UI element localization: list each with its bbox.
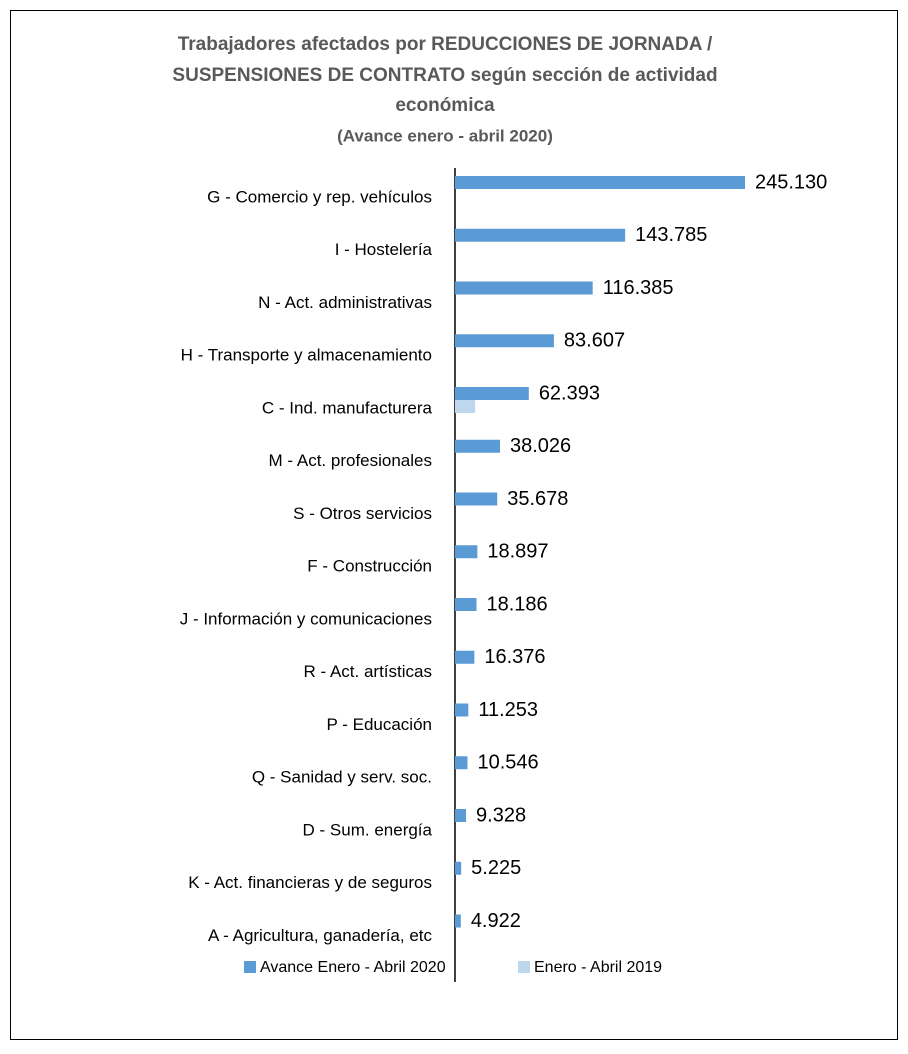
bar (455, 228, 626, 242)
data-label: 10.546 (477, 752, 538, 774)
bar (455, 703, 469, 717)
y-tick-label: K - Act. financieras y de seguros (188, 873, 432, 892)
data-label: 35.678 (507, 488, 568, 510)
y-tick-label: P - Educación (326, 715, 432, 734)
y-tick-label: S - Otros servicios (293, 504, 432, 523)
bar (455, 176, 745, 189)
y-tick-label: C - Ind. manufacturera (262, 398, 433, 417)
data-label: 18.897 (487, 541, 548, 563)
y-tick-label: Q - Sanidad y serv. soc. (252, 768, 432, 787)
legend-label: Avance Enero - Abril 2020 (260, 959, 446, 976)
y-tick-label: R - Act. artísticas (304, 662, 432, 681)
y-tick-label: A - Agricultura, ganadería, etc (208, 926, 432, 945)
y-tick-label: H - Transporte y almacenamiento (181, 346, 432, 365)
data-label: 16.376 (484, 646, 545, 668)
bar (455, 598, 477, 611)
data-label: 143.785 (635, 224, 707, 246)
legend-label: Enero - Abril 2019 (534, 959, 662, 976)
bar (455, 387, 529, 400)
bar (455, 756, 468, 770)
bar (455, 914, 461, 928)
bar (455, 400, 476, 413)
y-tick-label: M - Act. profesionales (269, 451, 432, 470)
y-tick-label: J - Información y comunicaciones (180, 609, 432, 628)
data-label: 5.225 (471, 857, 521, 879)
bar (455, 281, 593, 295)
bar (455, 650, 475, 664)
chart-subtitle: (Avance enero - abril 2020) (337, 126, 553, 145)
data-label: 83.607 (564, 330, 625, 352)
data-label: 116.385 (603, 277, 674, 299)
y-tick-label: G - Comercio y rep. vehículos (207, 187, 432, 206)
y-tick-label: N - Act. administrativas (258, 293, 432, 312)
bar (455, 439, 500, 453)
y-tick-label: F - Construcción (307, 557, 432, 576)
data-label: 62.393 (539, 382, 600, 404)
bar (455, 492, 498, 506)
bar (455, 334, 554, 348)
y-tick-label: D - Sum. energía (303, 820, 433, 839)
data-label: 18.186 (487, 593, 548, 615)
chart-title: económica (395, 95, 495, 116)
data-label: 11.253 (478, 699, 538, 721)
data-label: 4.922 (471, 910, 521, 932)
data-label: 9.328 (476, 804, 526, 826)
bar (455, 861, 462, 875)
y-tick-label: I - Hostelería (335, 240, 433, 259)
frame (10, 10, 898, 1040)
bar (455, 809, 467, 822)
chart-title: Trabajadores afectados por REDUCCIONES D… (178, 34, 713, 55)
data-label: 245.130 (755, 171, 827, 193)
data-label: 38.026 (510, 435, 571, 457)
legend-swatch (518, 961, 530, 973)
legend-swatch (244, 961, 256, 973)
chart-title: SUSPENSIONES DE CONTRATO según sección d… (172, 65, 717, 86)
bar (455, 545, 478, 559)
